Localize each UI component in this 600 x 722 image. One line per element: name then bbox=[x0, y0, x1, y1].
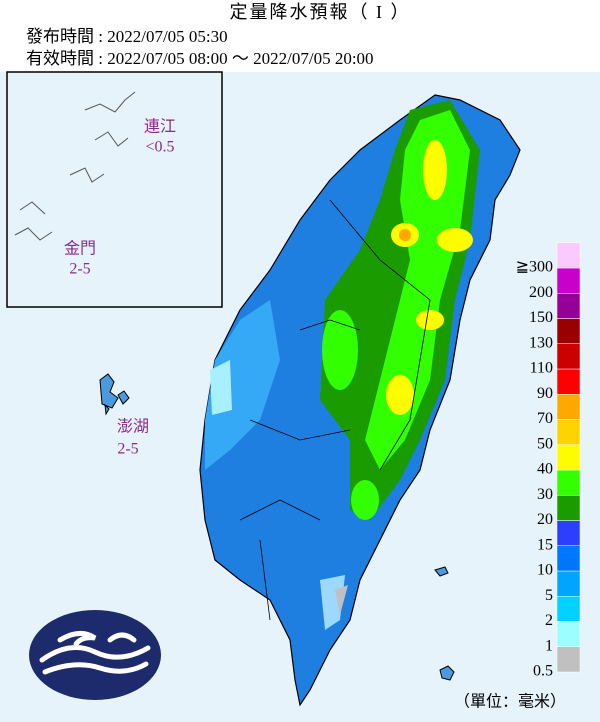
place-name: 金門 bbox=[64, 240, 96, 258]
legend-swatch bbox=[556, 570, 581, 597]
area-yellow bbox=[386, 375, 414, 415]
inset-box bbox=[6, 71, 223, 308]
area-yellow bbox=[423, 140, 447, 200]
area-pale bbox=[210, 360, 232, 415]
legend-label: 40 bbox=[537, 461, 553, 478]
legend-label: 110 bbox=[530, 360, 553, 377]
place-name: 連江 bbox=[144, 118, 176, 136]
legend-swatch bbox=[556, 293, 581, 319]
legend-label: 1 bbox=[545, 637, 553, 654]
area-light bbox=[205, 300, 280, 470]
legend-swatch bbox=[556, 545, 581, 572]
legend-swatch bbox=[556, 267, 581, 294]
legend-swatch bbox=[556, 621, 581, 647]
legend-swatch bbox=[556, 242, 581, 269]
legend-label: 20 bbox=[537, 511, 553, 528]
unit: （單位：毫米） bbox=[454, 692, 566, 711]
legend-swatch bbox=[556, 520, 581, 546]
legend-label: 50 bbox=[537, 435, 553, 452]
legend-swatch bbox=[556, 419, 581, 445]
legend-label: 200 bbox=[529, 284, 553, 301]
area-orange bbox=[399, 229, 411, 241]
emblem bbox=[29, 610, 161, 700]
area-gray bbox=[335, 585, 348, 615]
islet bbox=[434, 566, 455, 681]
place-value: 2-5 bbox=[117, 441, 138, 458]
place-value: 2-5 bbox=[69, 261, 90, 278]
legend-label: 5 bbox=[545, 587, 553, 604]
penghu bbox=[99, 373, 130, 416]
legend-swatch bbox=[556, 318, 581, 344]
legend-label: 30 bbox=[537, 486, 553, 503]
area-yellow bbox=[437, 228, 473, 252]
legend-label: 2 bbox=[545, 612, 553, 629]
legend-swatch bbox=[556, 368, 581, 395]
legend-swatch bbox=[556, 343, 581, 370]
legend-label: 150 bbox=[529, 309, 553, 326]
legend-label: 70 bbox=[537, 410, 553, 427]
legend: 0.5 1 2 5 10 15 20 30 40 50 70 90 110 130 150 200 ≧300 bbox=[516, 242, 581, 680]
emblem-swirl bbox=[39, 631, 151, 675]
county-border bbox=[239, 199, 431, 621]
legend-label: 130 bbox=[529, 334, 553, 351]
legend-label: 15 bbox=[537, 536, 553, 553]
area-bright-green bbox=[322, 310, 358, 390]
legend-swatch bbox=[556, 495, 581, 521]
header-bg bbox=[0, 0, 600, 72]
legend-swatch bbox=[556, 596, 581, 622]
legend-label: ≧300 bbox=[516, 259, 553, 276]
legend-label: 0.5 bbox=[533, 663, 553, 680]
legend-label: 90 bbox=[537, 385, 553, 402]
place-value: <0.5 bbox=[145, 139, 174, 156]
issued-time: 發布時間 : 2022/07/05 05:30 bbox=[26, 27, 228, 46]
legend-swatch bbox=[556, 646, 581, 673]
area-yellow bbox=[416, 310, 444, 330]
legend-swatch bbox=[556, 444, 581, 471]
legend-label: 10 bbox=[537, 562, 553, 579]
place-name: 澎湖 bbox=[117, 418, 149, 436]
valid-time: 有效時間 : 2022/07/05 08:00 ～ 2022/07/05 20:… bbox=[26, 49, 374, 68]
title: 定量降水預報（ I ） bbox=[230, 2, 411, 22]
coastline bbox=[14, 91, 136, 241]
legend-swatch bbox=[556, 394, 581, 420]
legend-swatch bbox=[556, 469, 581, 496]
area-bright-green bbox=[351, 480, 379, 520]
